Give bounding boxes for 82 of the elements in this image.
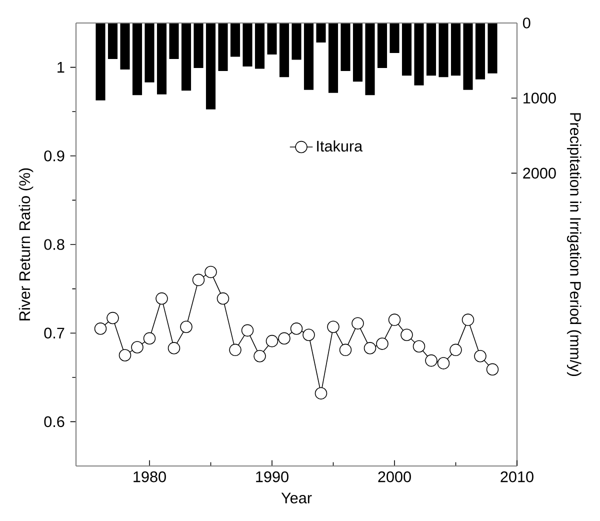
point — [266, 334, 278, 348]
point — [314, 387, 328, 400]
point — [388, 314, 401, 326]
bar — [156, 23, 167, 94]
point — [106, 312, 119, 324]
point — [462, 314, 474, 326]
bar — [475, 23, 486, 80]
point — [118, 349, 132, 362]
bar — [304, 23, 314, 90]
y2-axis-title: Precipitation in Irrigation Period (mm/y) — [566, 113, 582, 376]
bar — [292, 23, 302, 60]
point — [437, 357, 450, 370]
bar — [181, 23, 192, 91]
y-tick-label: 0.9 — [44, 150, 64, 162]
bar — [340, 23, 350, 72]
y2-tick-label: 2000 — [523, 168, 556, 179]
point — [425, 354, 438, 367]
bar — [254, 23, 265, 69]
bar — [206, 23, 216, 110]
y-tick-label: 0.7 — [44, 328, 64, 339]
point — [412, 340, 426, 353]
point — [327, 320, 340, 334]
point — [400, 328, 413, 341]
point — [450, 344, 462, 356]
bar — [218, 23, 228, 72]
point — [254, 350, 266, 362]
x-tick-label: 1980 — [134, 471, 166, 482]
bar — [488, 23, 498, 74]
point — [156, 292, 168, 305]
point — [241, 324, 254, 337]
bar — [169, 23, 179, 60]
y2-tick-label: 0 — [522, 18, 530, 28]
y-tick-label: 1 — [58, 62, 64, 73]
point — [192, 274, 205, 286]
y2-tick-label: 1000 — [524, 92, 556, 104]
bar — [279, 23, 290, 78]
point — [364, 342, 376, 354]
point — [143, 332, 156, 345]
point — [376, 338, 388, 350]
point — [352, 317, 364, 330]
y-tick-label: 0.8 — [44, 239, 64, 250]
x-tick-label: 2000 — [378, 471, 411, 482]
bar — [242, 23, 252, 67]
bar — [426, 23, 436, 76]
point — [204, 266, 217, 278]
bar — [108, 23, 118, 60]
point — [290, 322, 303, 335]
bar — [463, 23, 473, 90]
bar — [144, 23, 154, 82]
point — [216, 292, 230, 305]
bar — [120, 23, 130, 70]
point — [486, 363, 499, 376]
x-axis-title: Year — [281, 492, 312, 504]
point — [474, 350, 486, 362]
point — [339, 344, 352, 356]
point — [229, 344, 242, 356]
bar — [328, 23, 338, 93]
bar — [390, 23, 400, 54]
bar — [316, 23, 326, 43]
bar — [414, 23, 424, 86]
bar — [194, 23, 204, 68]
bar — [352, 23, 363, 82]
point — [168, 342, 180, 354]
y-tick-label: 0.6 — [44, 416, 64, 428]
x-tick-label: 1990 — [256, 471, 288, 482]
bar — [230, 23, 240, 57]
point — [131, 341, 144, 354]
bar — [267, 23, 277, 55]
bar — [450, 23, 461, 76]
point — [302, 328, 315, 341]
y-axis-title: River Return Ratio (%) — [18, 168, 34, 320]
bar — [377, 23, 388, 68]
bar — [132, 23, 142, 96]
bar — [402, 23, 412, 76]
bar — [438, 23, 448, 78]
bar — [365, 23, 375, 96]
bar — [96, 23, 106, 100]
legend-label: Itakura — [317, 140, 363, 152]
point — [180, 320, 192, 334]
point — [94, 322, 107, 335]
x-tick-label: 2010 — [500, 471, 534, 482]
point — [278, 332, 290, 345]
